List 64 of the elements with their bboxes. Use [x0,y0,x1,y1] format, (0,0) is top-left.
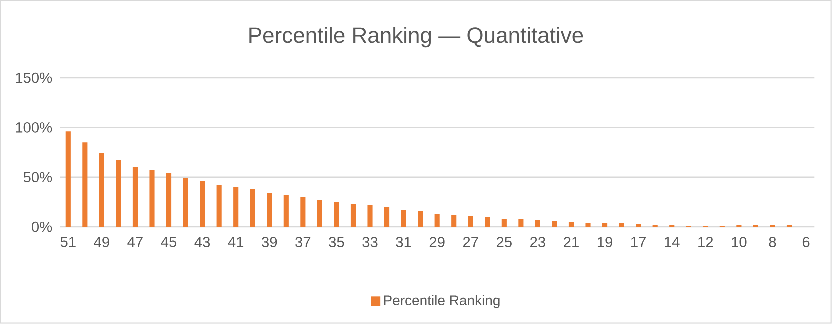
x-tick-label: 12 [698,237,714,248]
bar [350,204,356,228]
x-tick-label: 35 [329,237,344,248]
bar [183,178,188,228]
bar [636,224,642,228]
x-tick-label: 21 [564,237,579,248]
x-tick-label: 33 [362,237,378,248]
x-tick-label: 6 [802,237,810,248]
bar [535,220,540,228]
y-tick-label: 50% [24,172,52,183]
bar [116,160,122,228]
bar [401,210,406,228]
x-tick-label: 10 [732,237,747,248]
y-tick-label: 0% [32,222,52,232]
x-tick-label: 37 [296,237,311,248]
bar [267,193,272,228]
x-tick-label: 43 [194,237,210,248]
bar [418,211,424,228]
bar [82,142,88,228]
bar [485,217,490,228]
bar [234,187,239,228]
y-tick-label: 100% [16,122,52,133]
bar [602,223,608,228]
legend-label: Percentile Ranking [384,295,500,308]
bar [300,197,306,228]
x-tick-label: 17 [632,237,646,248]
x-tick-label: 23 [530,237,546,248]
bar [200,181,206,228]
bar [552,221,558,228]
x-tick-label: 49 [94,237,110,248]
x-tick-label: 31 [396,237,412,248]
x-tick-label: 41 [228,237,244,248]
bar [368,205,373,228]
bar [132,167,138,228]
x-tick-label: 14 [665,237,680,248]
bar [452,215,457,228]
chart-title: Percentile Ranking — Quantitative [250,27,584,48]
bar [568,222,574,228]
x-tick-label: 45 [161,237,177,248]
x-tick-label: 25 [496,237,512,248]
y-tick-label: 150% [16,72,52,84]
bar [384,207,390,228]
bar [150,170,155,228]
bar [334,202,340,228]
bar [66,132,71,228]
x-tick-label: 39 [262,237,278,248]
x-tick-label: 8 [769,237,776,248]
x-tick-label: 27 [463,237,478,248]
bar [518,219,524,228]
x-tick-label: 51 [60,237,76,248]
bar [434,214,440,228]
bar [468,216,474,228]
bar [502,219,507,228]
bar [216,185,222,228]
x-tick-label: 29 [430,237,445,248]
bar [99,154,104,228]
bar [586,223,591,228]
x-tick-label: 47 [128,237,143,248]
bar [166,173,172,228]
bar [284,195,289,228]
bar [619,223,624,228]
x-tick-label: 19 [598,237,612,248]
bar [317,200,322,228]
bar [250,189,256,228]
